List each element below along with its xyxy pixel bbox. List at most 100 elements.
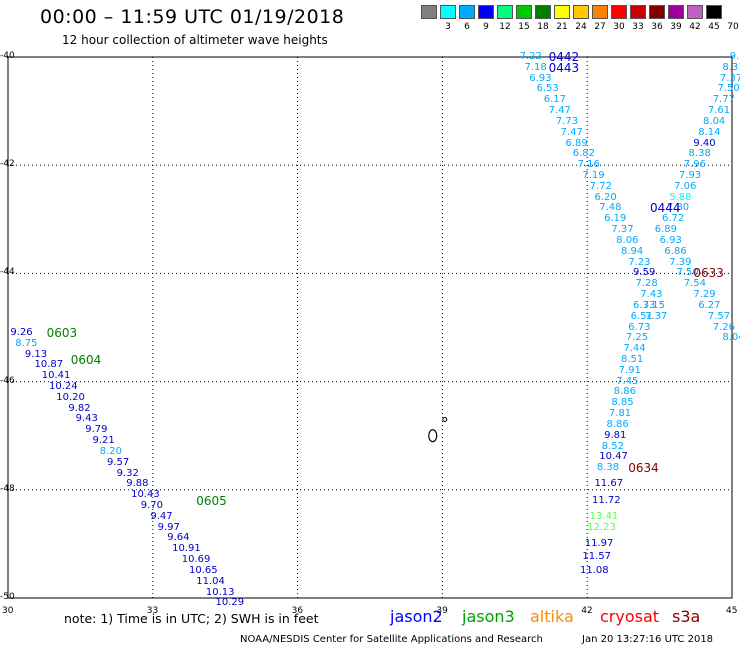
pass-id-label: 0442	[548, 50, 580, 64]
wave-height-label: 7.18	[524, 61, 547, 73]
legend-label: 30	[613, 22, 625, 32]
legend-swatch	[440, 5, 456, 19]
wave-height-label: 7.73	[555, 115, 579, 127]
map-frame	[7, 56, 733, 599]
wave-height-label: 8.52	[601, 440, 624, 452]
wave-height-label: 9.64	[167, 532, 190, 544]
wave-height-label: 11.72	[592, 494, 621, 506]
legend-label: 18	[537, 22, 549, 32]
wave-height-label: 6.51	[630, 310, 653, 322]
legend-swatch	[459, 5, 475, 19]
wave-height-label: 9.13	[24, 348, 48, 360]
pass-id-label: 0443	[548, 60, 580, 75]
legend-label: 15	[518, 22, 530, 32]
wave-height-label: 7.61	[707, 105, 731, 117]
wave-height-label: 7.47	[560, 126, 583, 138]
wave-height-label: 7.37	[611, 224, 634, 236]
lon-tick-label: 33	[146, 606, 159, 616]
wave-height-label: 7.28	[635, 278, 658, 290]
footer-timestamp: Jan 20 13:27:16 UTC 2018	[582, 634, 714, 645]
wave-height-label: 9.88	[126, 478, 149, 490]
wave-height-label: 9.21	[92, 435, 115, 447]
wave-height-label: 6.33	[633, 299, 656, 311]
wave-height-label: 6.93	[659, 234, 682, 246]
legend-swatch	[421, 5, 437, 19]
legend-swatch	[535, 5, 551, 19]
legend-label: 42	[689, 22, 701, 32]
wave-height-label: 7.91	[618, 364, 641, 376]
wave-height-label: 6.82	[572, 148, 595, 160]
legend-label: 21	[556, 22, 568, 32]
wave-height-label: 9.26	[10, 326, 33, 338]
legend-swatch	[630, 5, 646, 19]
pass-id-label: 0604	[70, 352, 102, 367]
wave-height-label: 6.72	[662, 213, 685, 225]
wave-height-label: 10.29	[215, 597, 245, 609]
lon-tick-label: 39	[436, 606, 448, 616]
wave-height-label: 10.69	[181, 554, 211, 566]
wave-height-label: 7.23	[628, 256, 651, 268]
wave-height-label: 7.06	[674, 180, 697, 192]
legend-label: 39	[670, 22, 682, 32]
satellite-legend-cryosat: cryosat	[600, 607, 660, 626]
legend-swatch	[516, 5, 532, 19]
legend-swatch	[592, 5, 608, 19]
wave-height-label: 11.97	[584, 537, 614, 549]
legend-swatch	[687, 5, 703, 19]
wave-height-label: 7.54	[683, 278, 706, 290]
wave-height-label: 11.67	[594, 478, 624, 490]
note-text: note: 1) Time is in UTC; 2) SWH is in fe…	[64, 611, 319, 626]
wave-height-label: 6.93	[529, 72, 552, 84]
wave-height-label: 7.25	[625, 332, 649, 344]
wave-height-label: 7.37	[719, 72, 740, 84]
legend-label: 6	[464, 22, 470, 32]
wave-height-label: 8.85	[611, 397, 634, 409]
lat-tick-label: -46	[0, 375, 15, 386]
legend-swatch	[573, 5, 589, 19]
legend-label: 12	[499, 22, 511, 32]
wave-height-label: 6.86	[664, 245, 687, 257]
wave-height-label: 10.43	[131, 489, 160, 501]
wave-height-label: 8.14	[698, 126, 721, 138]
wave-height-label: 9.82	[68, 402, 91, 414]
wave-height-label: 7.77	[712, 94, 735, 106]
footer-credit: NOAA/NESDIS Center for Satellite Applica…	[240, 634, 543, 645]
wave-height-label: 7.29	[693, 289, 716, 301]
wave-height-label: 11.08	[579, 564, 609, 576]
lat-tick-label: -48	[0, 483, 15, 494]
wave-height-label: 9.25	[729, 51, 740, 62]
lat-tick-label: -50	[0, 592, 15, 602]
legend-swatch	[611, 5, 627, 19]
wave-height-label: 6.19	[604, 213, 627, 225]
wave-height-label: 6.73	[628, 321, 651, 333]
wave-height-label: 11.04	[196, 575, 225, 587]
wave-height-label: 7.93	[678, 170, 702, 182]
wave-height-label: 7.48	[599, 202, 622, 214]
legend-swatch	[554, 5, 570, 19]
lon-tick-label: 42	[581, 606, 593, 616]
wave-height-label: 7.50	[717, 83, 740, 95]
wave-height-label: 9.59	[633, 267, 656, 279]
legend-label: 27	[594, 22, 606, 32]
wave-height-label: 9.57	[106, 456, 130, 468]
legend-swatch	[706, 5, 722, 19]
wave-height-label: 8.31	[722, 61, 740, 73]
wave-height-label: 9.40	[693, 137, 716, 149]
legend-swatch	[497, 5, 513, 19]
wave-height-label: 9.32	[116, 467, 139, 479]
wave-height-label: 7.19	[582, 170, 605, 182]
wave-height-label: 10.41	[41, 370, 71, 382]
wave-height-label: 11.57	[582, 551, 611, 563]
wave-height-label: 8.86	[613, 386, 636, 398]
wave-height-label: 8.06	[616, 234, 639, 246]
island-outline	[442, 416, 448, 422]
legend-label: 9	[483, 22, 489, 32]
wave-height-label: 8.20	[99, 445, 122, 457]
satellite-legend-altika: altika	[530, 607, 574, 626]
wave-height-label: 10.65	[189, 564, 218, 576]
wave-height-label: 8.38	[596, 462, 620, 474]
legend-swatch	[478, 5, 494, 19]
wave-height-label: 7.72	[589, 180, 612, 192]
pass-id-label: 0603	[46, 325, 78, 340]
wave-height-label: 8.94	[620, 245, 644, 257]
